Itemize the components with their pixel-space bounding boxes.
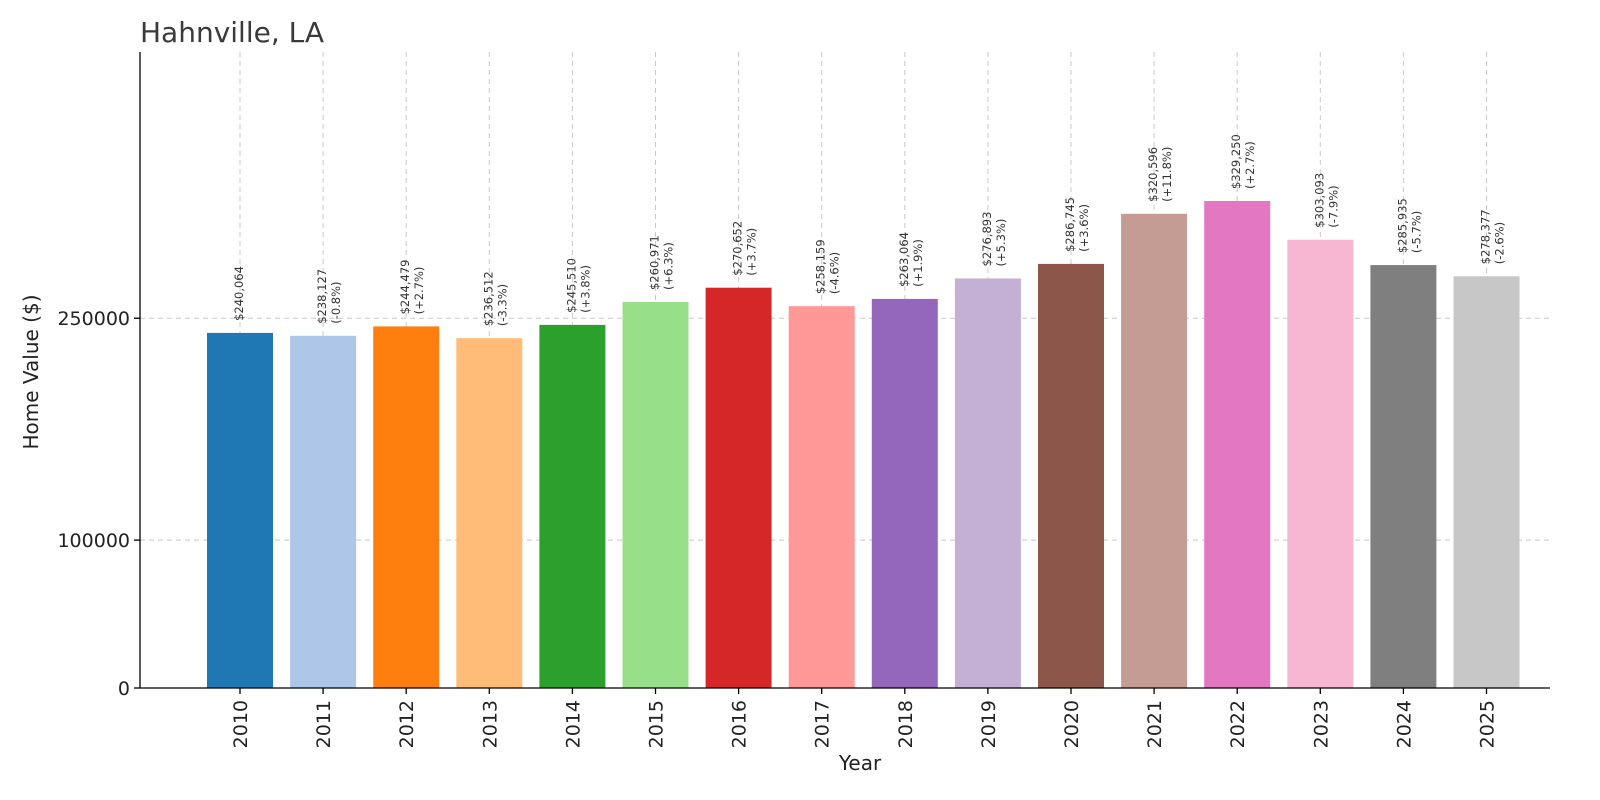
x-tick-label: 2016	[729, 700, 751, 748]
value-label: $285,935	[1395, 198, 1409, 253]
x-tick-label: 2010	[230, 700, 252, 748]
bar-2015	[622, 302, 689, 688]
value-label: $303,093	[1312, 173, 1326, 228]
bar-2021	[1121, 213, 1188, 688]
y-axis-label: Home Value ($)	[19, 294, 43, 449]
change-label: (+3.6%)	[1077, 204, 1091, 252]
value-label: $278,377	[1479, 209, 1493, 264]
x-tick-label: 2012	[396, 700, 418, 748]
value-label: $263,064	[897, 232, 911, 287]
change-label: (+6.3%)	[662, 242, 676, 290]
x-tick-label: 2013	[479, 700, 501, 748]
x-tick-label: 2018	[895, 700, 917, 748]
change-label: (-7.9%)	[1326, 185, 1340, 227]
value-label: $236,512	[481, 271, 495, 326]
bar-2013	[456, 338, 523, 688]
x-tick-label: 2025	[1477, 700, 1499, 748]
value-label: $320,596	[1146, 147, 1160, 202]
axes-layer: 0 100000 250000 2010 2011 2012 2013 2014 2015 201…	[57, 52, 1550, 748]
bar-2012	[373, 326, 440, 688]
value-label: $286,745	[1063, 197, 1077, 252]
change-label: (+2.7%)	[412, 267, 426, 315]
change-label: (+5.3%)	[994, 219, 1008, 267]
x-tick-label: 2015	[646, 700, 668, 748]
x-tick-label: 2020	[1061, 700, 1083, 748]
bar-2025	[1453, 276, 1520, 688]
value-label: $244,479	[398, 260, 412, 315]
x-axis-label: Year	[838, 751, 882, 775]
change-label: (+2.7%)	[1243, 141, 1257, 189]
bar-2016	[705, 287, 772, 688]
bar-2022	[1204, 201, 1271, 688]
change-label: (-0.8%)	[329, 281, 343, 323]
value-label: $240,064	[232, 266, 246, 321]
x-tick-label: 2017	[812, 700, 834, 748]
x-tick-label: 2023	[1310, 700, 1332, 748]
x-tick-label: 2024	[1393, 700, 1415, 748]
bars-layer	[207, 201, 1520, 689]
value-label: $238,127	[315, 269, 329, 324]
bar-2020	[1038, 263, 1104, 688]
change-label: (+11.8%)	[1160, 147, 1174, 202]
data-labels-layer: $240,064 $238,127 (-0.8%) $244,479 (+2.7%) $2…	[232, 134, 1507, 326]
chart-title: Hahnville, LA	[140, 16, 324, 49]
bar-2014	[539, 324, 606, 688]
value-label: $329,250	[1229, 134, 1243, 189]
value-label: $260,971	[648, 235, 662, 290]
value-label: $270,652	[731, 221, 745, 276]
y-tick-label: 100000	[57, 530, 130, 552]
change-label: (-5.7%)	[1409, 211, 1423, 253]
bar-2023	[1287, 239, 1354, 689]
bar-2011	[290, 335, 357, 688]
x-tick-label: 2014	[562, 700, 584, 748]
bar-2017	[788, 306, 855, 688]
change-label: (-3.3%)	[495, 284, 509, 326]
change-label: (-4.6%)	[828, 252, 842, 294]
bar-2018	[871, 298, 938, 688]
value-label: $276,893	[980, 212, 994, 267]
bar-2019	[954, 278, 1021, 688]
change-label: (+1.9%)	[911, 239, 925, 287]
value-label: $258,159	[814, 239, 828, 294]
y-tick-label: 0	[118, 678, 130, 700]
change-label: (+3.8%)	[578, 265, 592, 313]
x-tick-label: 2011	[313, 700, 335, 748]
bar-2010	[207, 332, 273, 688]
value-label: $245,510	[564, 258, 578, 313]
bar-2024	[1370, 265, 1437, 688]
x-tick-label: 2021	[1144, 700, 1166, 748]
change-label: (-2.6%)	[1493, 222, 1507, 264]
x-tick-label: 2022	[1227, 700, 1249, 748]
x-tick-label: 2019	[978, 700, 1000, 748]
change-label: (+3.7%)	[745, 228, 759, 276]
y-tick-label: 250000	[57, 308, 130, 330]
